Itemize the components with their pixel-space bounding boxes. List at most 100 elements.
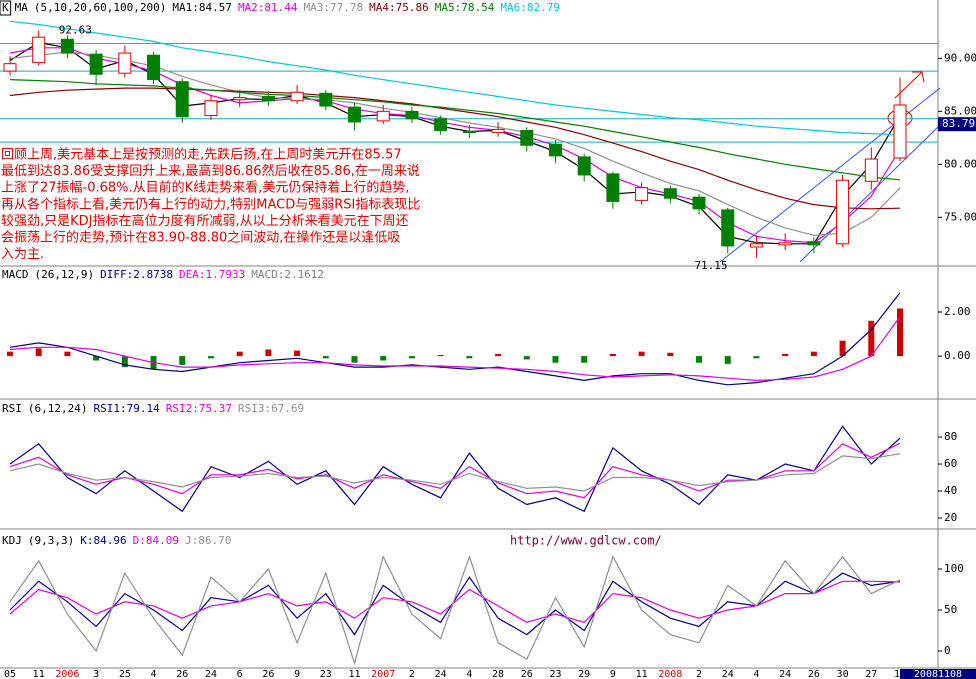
macd-bar [265,349,272,357]
x-tick-label: 11 [636,669,648,679]
macd-bar [638,351,645,357]
x-tick-label: 26 [808,669,820,679]
macd-bar [609,353,616,357]
macd-bar [753,356,760,359]
candle-body [434,118,448,131]
macd-bar [782,353,789,357]
y-tick-label: 75.00 [944,210,976,223]
x-tick-label: 29 [578,669,590,679]
macd-bar [523,356,530,360]
y-tick-label: 100 [944,562,964,575]
candle-body [577,156,591,176]
candle-body [864,158,878,182]
series-line [9,572,901,636]
macd-bar [322,356,329,359]
x-tick-label: 4 [753,669,759,679]
candle-body [749,243,763,248]
macd-bar [839,340,846,357]
candle-body [836,179,850,245]
macd-bar [7,351,13,357]
macd-bar [351,356,358,363]
y-tick-label: 20 [944,511,957,524]
legend-entry: RSI2:75.37 [166,402,232,415]
prefix-box [0,0,12,16]
x-tick-label: 27 [865,669,877,679]
x-tick-label: 2008 [658,669,682,679]
indicator-name: MA [15,1,29,14]
indicator-name: KDJ [2,534,22,547]
macd-bar [897,308,903,357]
legend-entry: DEA:1.7933 [179,268,245,281]
x-tick-label: 28 [492,669,504,679]
series-line [9,87,901,210]
price-annotation: 92.63 [59,24,92,37]
candle-body [520,129,534,146]
y-tick-label: 90.00 [944,51,976,64]
note-line: 会振荡上行的走势,预计在83.90-88.80之间波动,在操作还是以逢低吸 [1,230,400,246]
candle-body [376,110,390,122]
macd-bar [93,356,100,361]
series-line [9,292,901,386]
x-tick-label: 4 [466,669,472,679]
series-line [9,79,901,181]
legend-entry: MACD:2.1612 [251,268,324,281]
x-tick-label: 23 [320,669,332,679]
x-tick-label: 24 [722,669,734,679]
macd-bar [35,348,42,357]
watermark-box [505,530,860,553]
legend-entry: K:84.96 [80,534,126,547]
x-tick-label: 2006 [55,669,79,679]
macd-bar [667,352,674,357]
x-tick-label: 25 [119,669,131,679]
candle-body [491,128,505,134]
indicator-params: (6,12,24) [28,402,88,415]
macd-bar [552,356,559,363]
macd-bar [294,350,301,357]
y-tick-label: 2.00 [944,305,971,318]
candle-body [89,53,103,75]
y-tick-label: 40 [944,484,957,497]
y-tick-label: 60 [944,457,957,470]
x-tick-label: 26 [521,669,533,679]
x-tick-label: 9 [610,669,616,679]
x-tick-label: 24 [435,669,447,679]
note-line: 上涨了27振幅-0.68%.从目前的K线走势来看,美元仍保持着上行的趋势, [1,180,409,196]
x-tick-label: 2 [409,669,415,679]
note-line: 再从各个指标上看,美元仍有上行的动力,特别MACD与强弱RSI指标表现比 [1,196,420,212]
x-tick-label: 9 [294,669,300,679]
x-tick-label: 6 [237,669,243,679]
x-tick-label: 24 [205,669,217,679]
macd-bar [380,356,387,361]
candle-body [118,52,132,74]
x-tick-label: 24 [779,669,791,679]
legend-entry: RSI1:79.14 [93,402,160,415]
candle-body [807,241,821,246]
x-tick-label: 26 [176,669,188,679]
note-box [0,146,505,265]
candle-body [175,81,189,118]
candle-body [778,242,792,246]
macd-bar [466,356,473,359]
price-annotation: 71.15 [694,259,727,272]
legend-entry: MA5:78.54 [435,1,495,14]
legend-entry: MA3:77.78 [304,1,364,14]
note-line: 最低到达83.86受支撑回升上来,最高到86.86然后收在85.86,在一周来说 [1,163,420,179]
x-tick-label: 30 [837,669,849,679]
last-price-box [938,117,976,132]
arrow-head [912,71,925,83]
macd-bar [121,356,128,368]
legend-entry: MA4:75.86 [369,1,429,14]
candle-body [60,38,74,54]
note-line: 较强劲,只是KDJ指标在高位力度有所减弱,从以上分析来看美元在下周还 [1,213,409,229]
date-box [900,669,976,679]
indicator-params: (26,12,9) [35,268,95,281]
candle-body [147,54,161,81]
legend-entry: MA6:82.79 [500,1,560,14]
legend-entry: MA2:81.44 [238,1,298,14]
macd-bar [207,356,214,359]
macd-bar [64,351,71,357]
series-line [9,425,901,513]
last-price: 83.79 [942,117,975,130]
